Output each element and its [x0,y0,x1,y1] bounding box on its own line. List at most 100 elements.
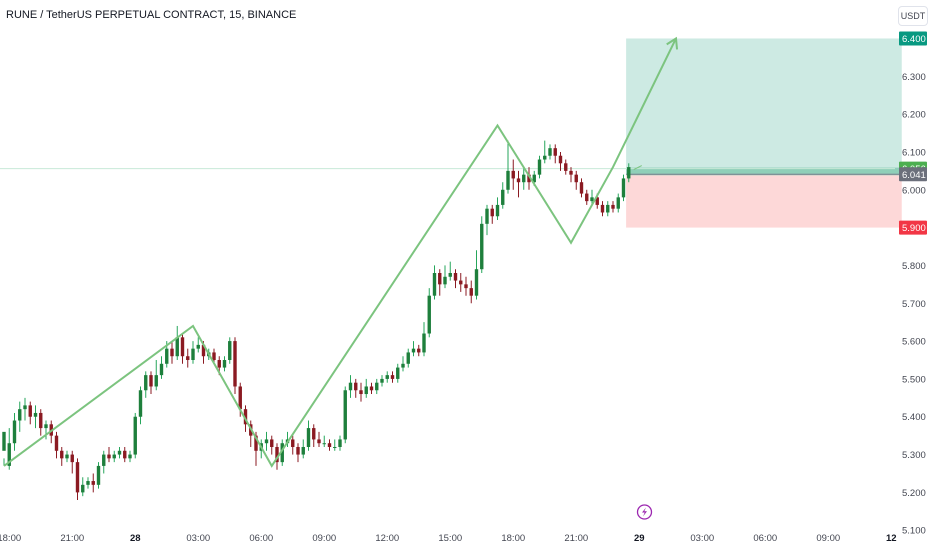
candle-body [501,189,505,205]
target-price-label-bg [899,31,927,46]
candle-body [280,443,284,463]
candle-body [569,170,573,175]
candle-body [81,484,85,493]
y-tick-label: 6.200 [902,110,926,121]
x-tick-label: 21:00 [564,533,588,544]
target-price-label: 6.400 [902,34,926,45]
candle-body [585,193,589,202]
candle-body [627,167,631,179]
candle-body [222,360,227,368]
pattern-line [3,38,677,468]
candle-body [18,409,22,421]
candle-body [448,273,452,277]
candle-body [364,386,368,395]
candle-body [91,481,95,485]
x-tick-label: 12:00 [375,533,399,544]
candle-body [301,447,305,455]
y-tick-label: 5.700 [902,299,926,310]
candle-body [107,454,111,459]
candle-body [564,163,568,171]
candle-body [553,148,557,156]
x-tick-label: 06:00 [249,533,273,544]
x-tick-label: 21:00 [60,533,84,544]
candle-body [228,341,232,360]
currency-button[interactable]: USDT [898,6,928,26]
candle-body [238,386,242,410]
candle-body [548,148,552,156]
candles [2,140,631,500]
candle-body [375,382,379,391]
candle-body [516,178,521,183]
x-tick-label: 15:00 [438,533,462,544]
candle-body [600,204,605,213]
current-price-label-bg [899,167,927,182]
y-axis: 6.400 6.300 6.200 6.100 6.000 5.900 5.800 5.700… [902,34,926,537]
candle-body [522,174,526,183]
candle-body [270,439,274,447]
candle-body [464,284,468,289]
x-axis: 18:00 21:00 28 03:00 06:00 09:00 12:00 15:00 18:… [0,533,897,544]
candle-body [338,439,342,447]
candle-body [70,454,74,463]
candle-body [75,462,80,493]
y-tick-label: 5.200 [902,488,926,499]
entry-marker [633,165,642,171]
candle-body [212,352,216,360]
candle-body [380,378,384,383]
candle-body [369,386,374,391]
candle-body [417,348,421,353]
candle-body [144,375,148,391]
candle-body [506,170,510,190]
candle-body [312,428,316,440]
candle-body [511,170,515,179]
entry-band [626,167,902,176]
x-tick-label: 03:00 [690,533,714,544]
candle-body [154,375,158,387]
candle-body [327,443,332,447]
candle-body [322,443,326,445]
candle-body [39,412,43,429]
candle-body [354,382,358,391]
lightning-icon[interactable] [636,504,653,520]
candle-body [432,273,437,296]
candle-body [537,159,542,175]
y-tick-label: 5.800 [902,261,926,272]
candle-body [128,454,132,459]
candle-body [7,443,11,466]
candle-body [65,454,69,459]
arrow-head [666,36,679,50]
candle-body [117,450,122,455]
candle-body [2,431,6,451]
lightning-bolt [642,507,647,517]
candle-body [191,348,195,360]
candle-body [102,454,106,466]
candle-body [133,416,137,455]
candle-body [590,197,594,202]
candle-body [422,333,426,353]
candle-body [453,273,458,281]
candle-body [443,276,447,285]
candle-body [390,375,395,379]
candle-body [359,390,363,395]
candle-body [275,447,279,463]
candle-body [291,439,295,447]
candle-body [490,208,494,217]
candle-body [175,337,179,357]
candle-body [348,382,353,391]
candle-body [616,197,620,209]
candle-body [23,405,27,410]
candle-body [401,363,405,368]
x-tick-label: 12 [886,533,897,544]
y-tick-label: 5.500 [902,374,926,385]
x-tick-label: 29 [634,533,645,544]
stop-price-label-bg [899,220,927,235]
candle-body [138,390,143,417]
x-tick-label: 09:00 [816,533,840,544]
candle-body [243,409,248,425]
candle-body [254,435,258,451]
candle-body [411,348,416,353]
candle-body [606,204,610,213]
candle-body [459,280,463,285]
candle-body [474,269,479,296]
